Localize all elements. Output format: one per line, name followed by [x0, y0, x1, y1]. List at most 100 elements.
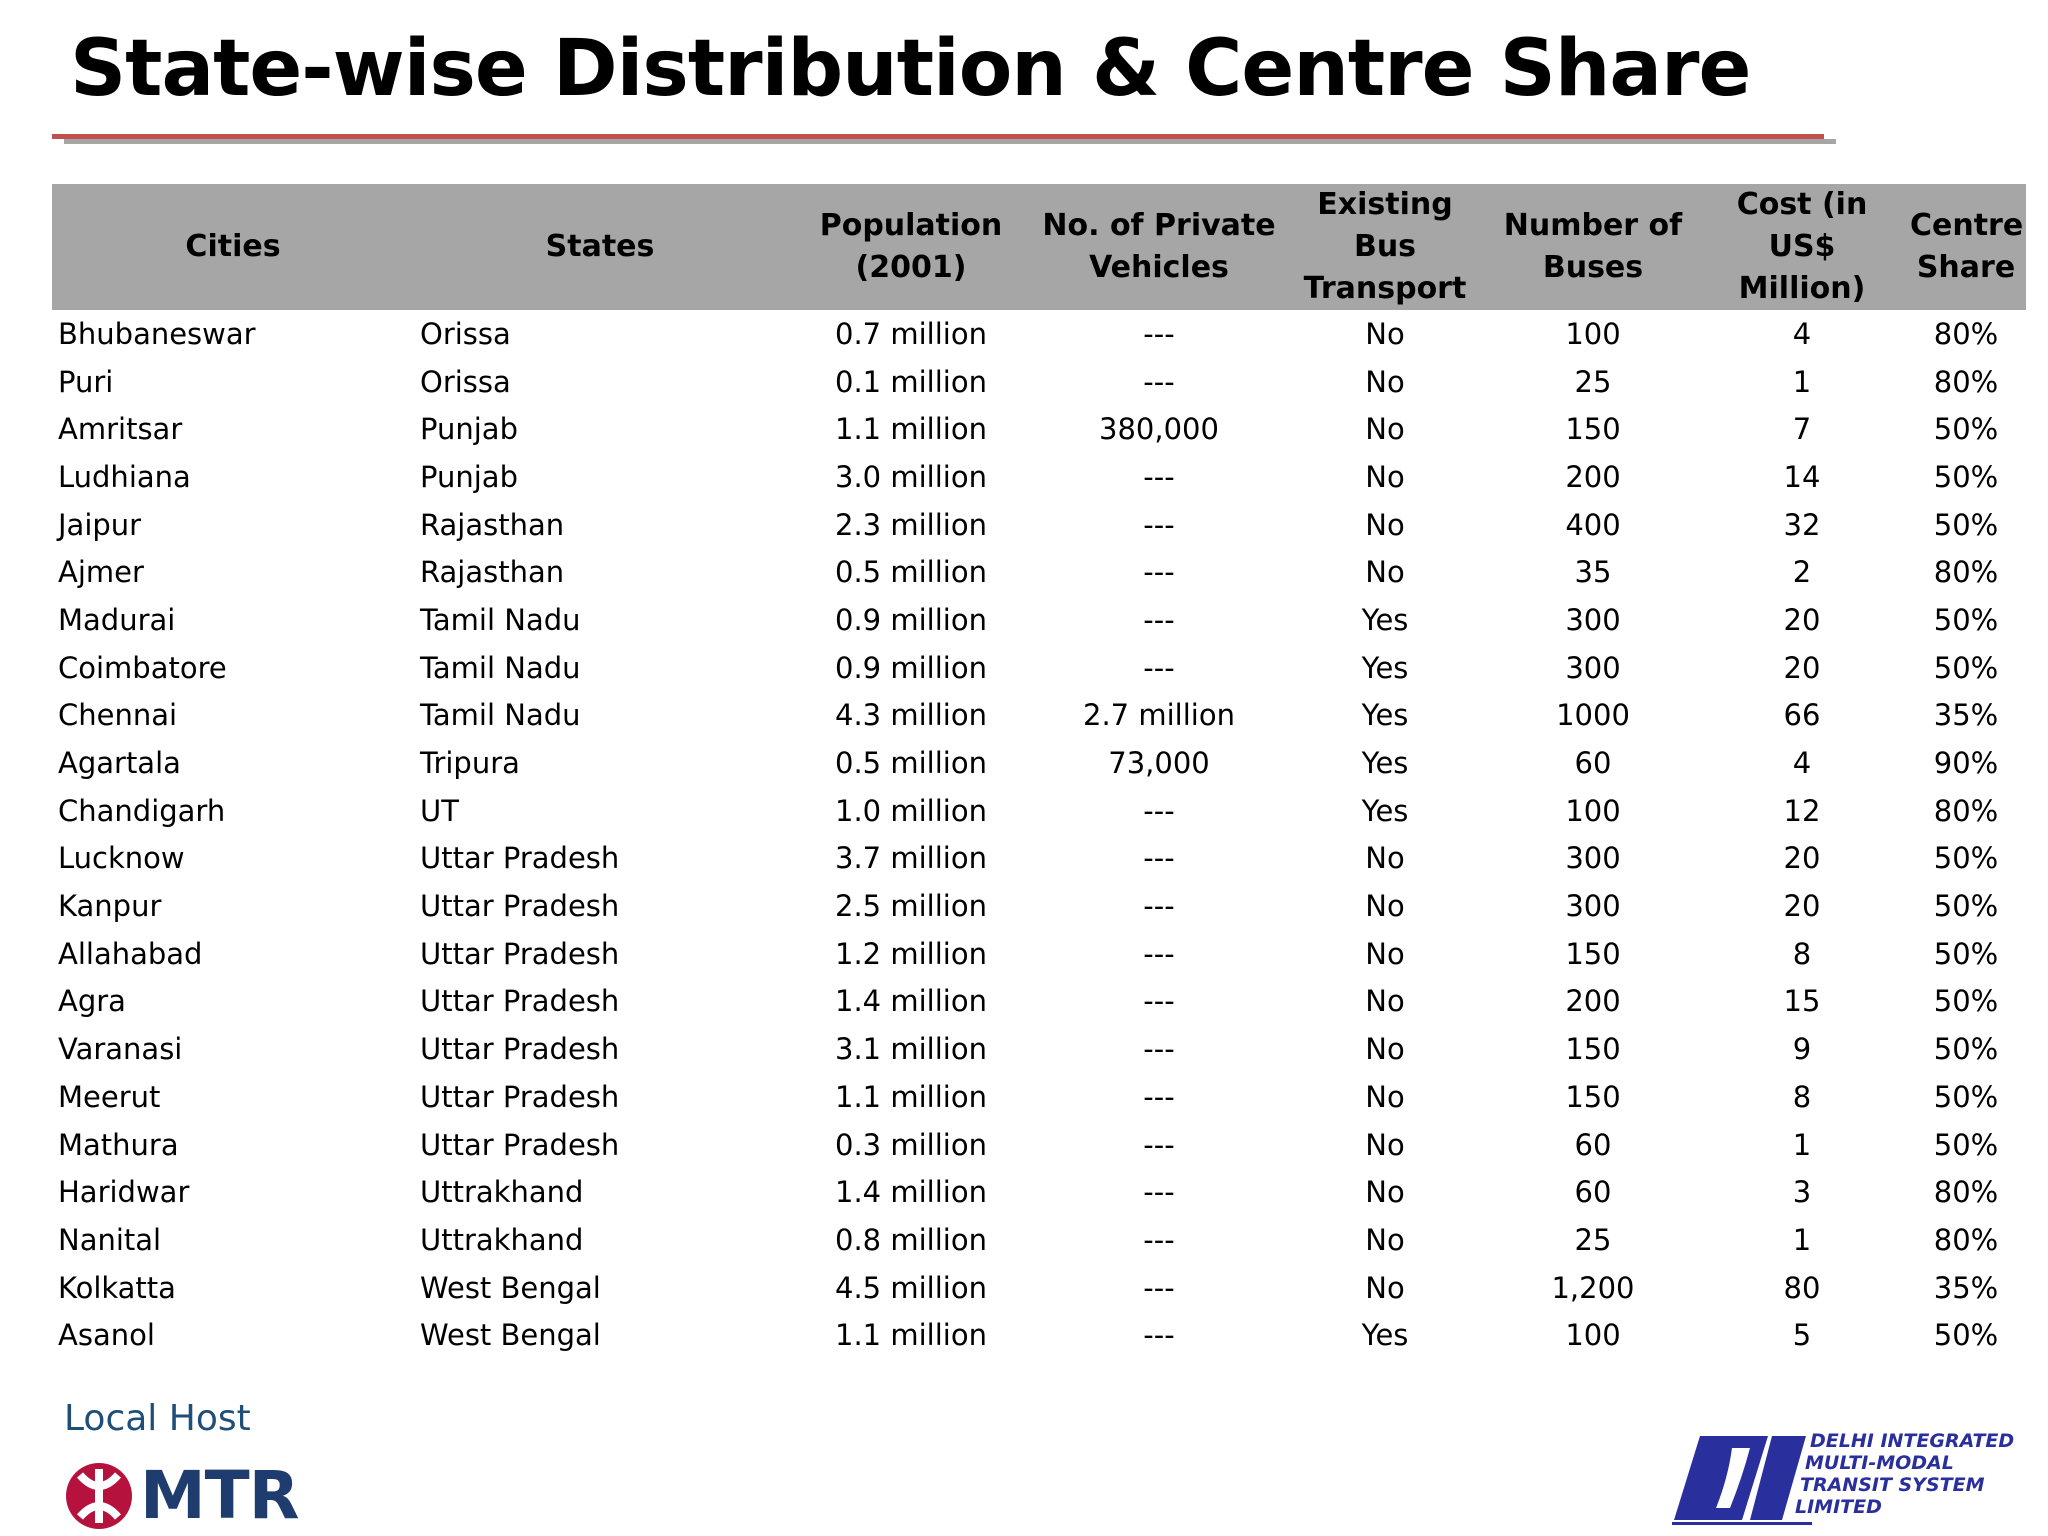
centre-share-cell: 80%	[1933, 555, 1999, 590]
bus-transport-cell: No	[1365, 555, 1405, 590]
private-vehicles-cell: ---	[1143, 1318, 1175, 1353]
private-vehicles-cell: ---	[1143, 364, 1175, 399]
private-vehicles-cell: ---	[1143, 650, 1175, 685]
state-cell: Uttar Pradesh	[420, 1032, 620, 1067]
city-cell: Puri	[58, 364, 114, 399]
state-cell: Punjab	[420, 459, 518, 494]
private-vehicles-cell: ---	[1143, 602, 1175, 637]
bus-transport-cell: No	[1365, 1127, 1405, 1162]
buses-count-cell: 200	[1565, 984, 1621, 1019]
state-cell: Uttar Pradesh	[420, 889, 620, 924]
bus-transport-cell: No	[1365, 412, 1405, 447]
buses-count-cell: 1,200	[1551, 1270, 1635, 1305]
centre-share-cell: 50%	[1933, 412, 1999, 447]
state-cell: Punjab	[420, 412, 518, 447]
population-cell: 1.1 million	[835, 1079, 987, 1114]
population-cell: 4.3 million	[835, 698, 987, 733]
private-vehicles-cell: ---	[1143, 316, 1175, 351]
state-cell: West Bengal	[420, 1318, 601, 1353]
mtr-emblem-icon	[66, 1462, 132, 1529]
private-vehicles-cell: 2.7 million	[1083, 698, 1235, 733]
private-vehicles-cell: ---	[1143, 1270, 1175, 1305]
table-row: Ajmer Rajasthan 0.5 million --- No 35 2 80%	[52, 548, 2026, 596]
bus-transport-cell: No	[1365, 1175, 1405, 1210]
state-cell: Uttar Pradesh	[420, 841, 620, 876]
state-cell: Uttar Pradesh	[420, 1079, 620, 1114]
population-cell: 0.1 million	[835, 364, 987, 399]
table-row: Bhubaneswar Orissa 0.7 million --- No 100 4 80%	[52, 310, 2026, 358]
cost-cell: 2	[1792, 555, 1812, 590]
column-header: States	[414, 184, 786, 310]
private-vehicles-cell: ---	[1143, 507, 1175, 542]
column-header: Centre Share	[1906, 184, 2026, 310]
cost-cell: 20	[1783, 650, 1821, 685]
cost-cell: 4	[1792, 316, 1812, 351]
city-cell: Ajmer	[58, 555, 144, 590]
centre-share-cell: 50%	[1933, 602, 1999, 637]
centre-share-cell: 50%	[1933, 936, 1999, 971]
city-cell: Haridwar	[58, 1175, 190, 1210]
population-cell: 1.1 million	[835, 412, 987, 447]
private-vehicles-cell: ---	[1143, 936, 1175, 971]
population-cell: 0.5 million	[835, 746, 987, 781]
bus-transport-cell: No	[1365, 364, 1405, 399]
private-vehicles-cell: ---	[1143, 459, 1175, 494]
private-vehicles-cell: ---	[1143, 984, 1175, 1019]
private-vehicles-cell: ---	[1143, 1032, 1175, 1067]
cost-cell: 15	[1783, 984, 1821, 1019]
buses-count-cell: 150	[1565, 936, 1621, 971]
title-underline-red	[52, 134, 1824, 139]
dimts-emblem-icon	[1672, 1436, 1812, 1525]
population-cell: 3.7 million	[835, 841, 987, 876]
cost-cell: 7	[1792, 412, 1812, 447]
bus-transport-cell: Yes	[1361, 602, 1409, 637]
centre-share-cell: 80%	[1933, 1222, 1999, 1257]
centre-share-cell: 35%	[1933, 1270, 1999, 1305]
cost-cell: 9	[1792, 1032, 1812, 1067]
table-row: Varanasi Uttar Pradesh 3.1 million --- No 150…	[52, 1025, 2026, 1073]
table-row: Chennai Tamil Nadu 4.3 million 2.7 million Y…	[52, 692, 2026, 740]
centre-share-cell: 50%	[1933, 889, 1999, 924]
city-cell: Nanital	[58, 1222, 162, 1257]
population-cell: 2.3 million	[835, 507, 987, 542]
city-cell: Agartala	[58, 746, 181, 781]
private-vehicles-cell: ---	[1143, 889, 1175, 924]
bus-transport-cell: No	[1365, 507, 1405, 542]
bus-transport-cell: No	[1365, 936, 1405, 971]
city-cell: Bhubaneswar	[58, 316, 256, 351]
table-header-row: Cities States Population (2001) No. of P…	[52, 184, 2026, 310]
centre-share-cell: 80%	[1933, 364, 1999, 399]
state-cell: Uttrakhand	[420, 1175, 584, 1210]
buses-count-cell: 35	[1574, 555, 1612, 590]
city-cell: Ludhiana	[58, 459, 191, 494]
centre-share-cell: 80%	[1933, 793, 1999, 828]
city-cell: Allahabad	[58, 936, 203, 971]
buses-count-cell: 300	[1565, 841, 1621, 876]
population-cell: 1.1 million	[835, 1318, 987, 1353]
bus-transport-cell: No	[1365, 841, 1405, 876]
mtr-logo-text: MTR	[140, 1457, 300, 1534]
state-cell: Rajasthan	[420, 555, 565, 590]
table-row: Asanol West Bengal 1.1 million --- Yes 100 5 50…	[52, 1311, 2026, 1359]
mtr-logo: MTR	[64, 1457, 300, 1534]
buses-count-cell: 400	[1565, 507, 1621, 542]
city-cell: Chandigarh	[58, 793, 226, 828]
private-vehicles-cell: ---	[1143, 841, 1175, 876]
buses-count-cell: 300	[1565, 602, 1621, 637]
cost-cell: 1	[1792, 1127, 1812, 1162]
population-cell: 3.1 million	[835, 1032, 987, 1067]
buses-count-cell: 150	[1565, 412, 1621, 447]
centre-share-cell: 50%	[1933, 841, 1999, 876]
bus-transport-cell: No	[1365, 1222, 1405, 1257]
centre-share-cell: 35%	[1933, 698, 1999, 733]
cost-cell: 20	[1783, 602, 1821, 637]
private-vehicles-cell: ---	[1143, 1175, 1175, 1210]
centre-share-cell: 50%	[1933, 1127, 1999, 1162]
city-cell: Varanasi	[58, 1032, 183, 1067]
population-cell: 1.2 million	[835, 936, 987, 971]
buses-count-cell: 60	[1574, 1175, 1612, 1210]
private-vehicles-cell: 73,000	[1108, 746, 1210, 781]
table-row: Agartala Tripura 0.5 million 73,000 Yes 60 4 90…	[52, 739, 2026, 787]
population-cell: 1.0 million	[835, 793, 987, 828]
population-cell: 1.4 million	[835, 984, 987, 1019]
